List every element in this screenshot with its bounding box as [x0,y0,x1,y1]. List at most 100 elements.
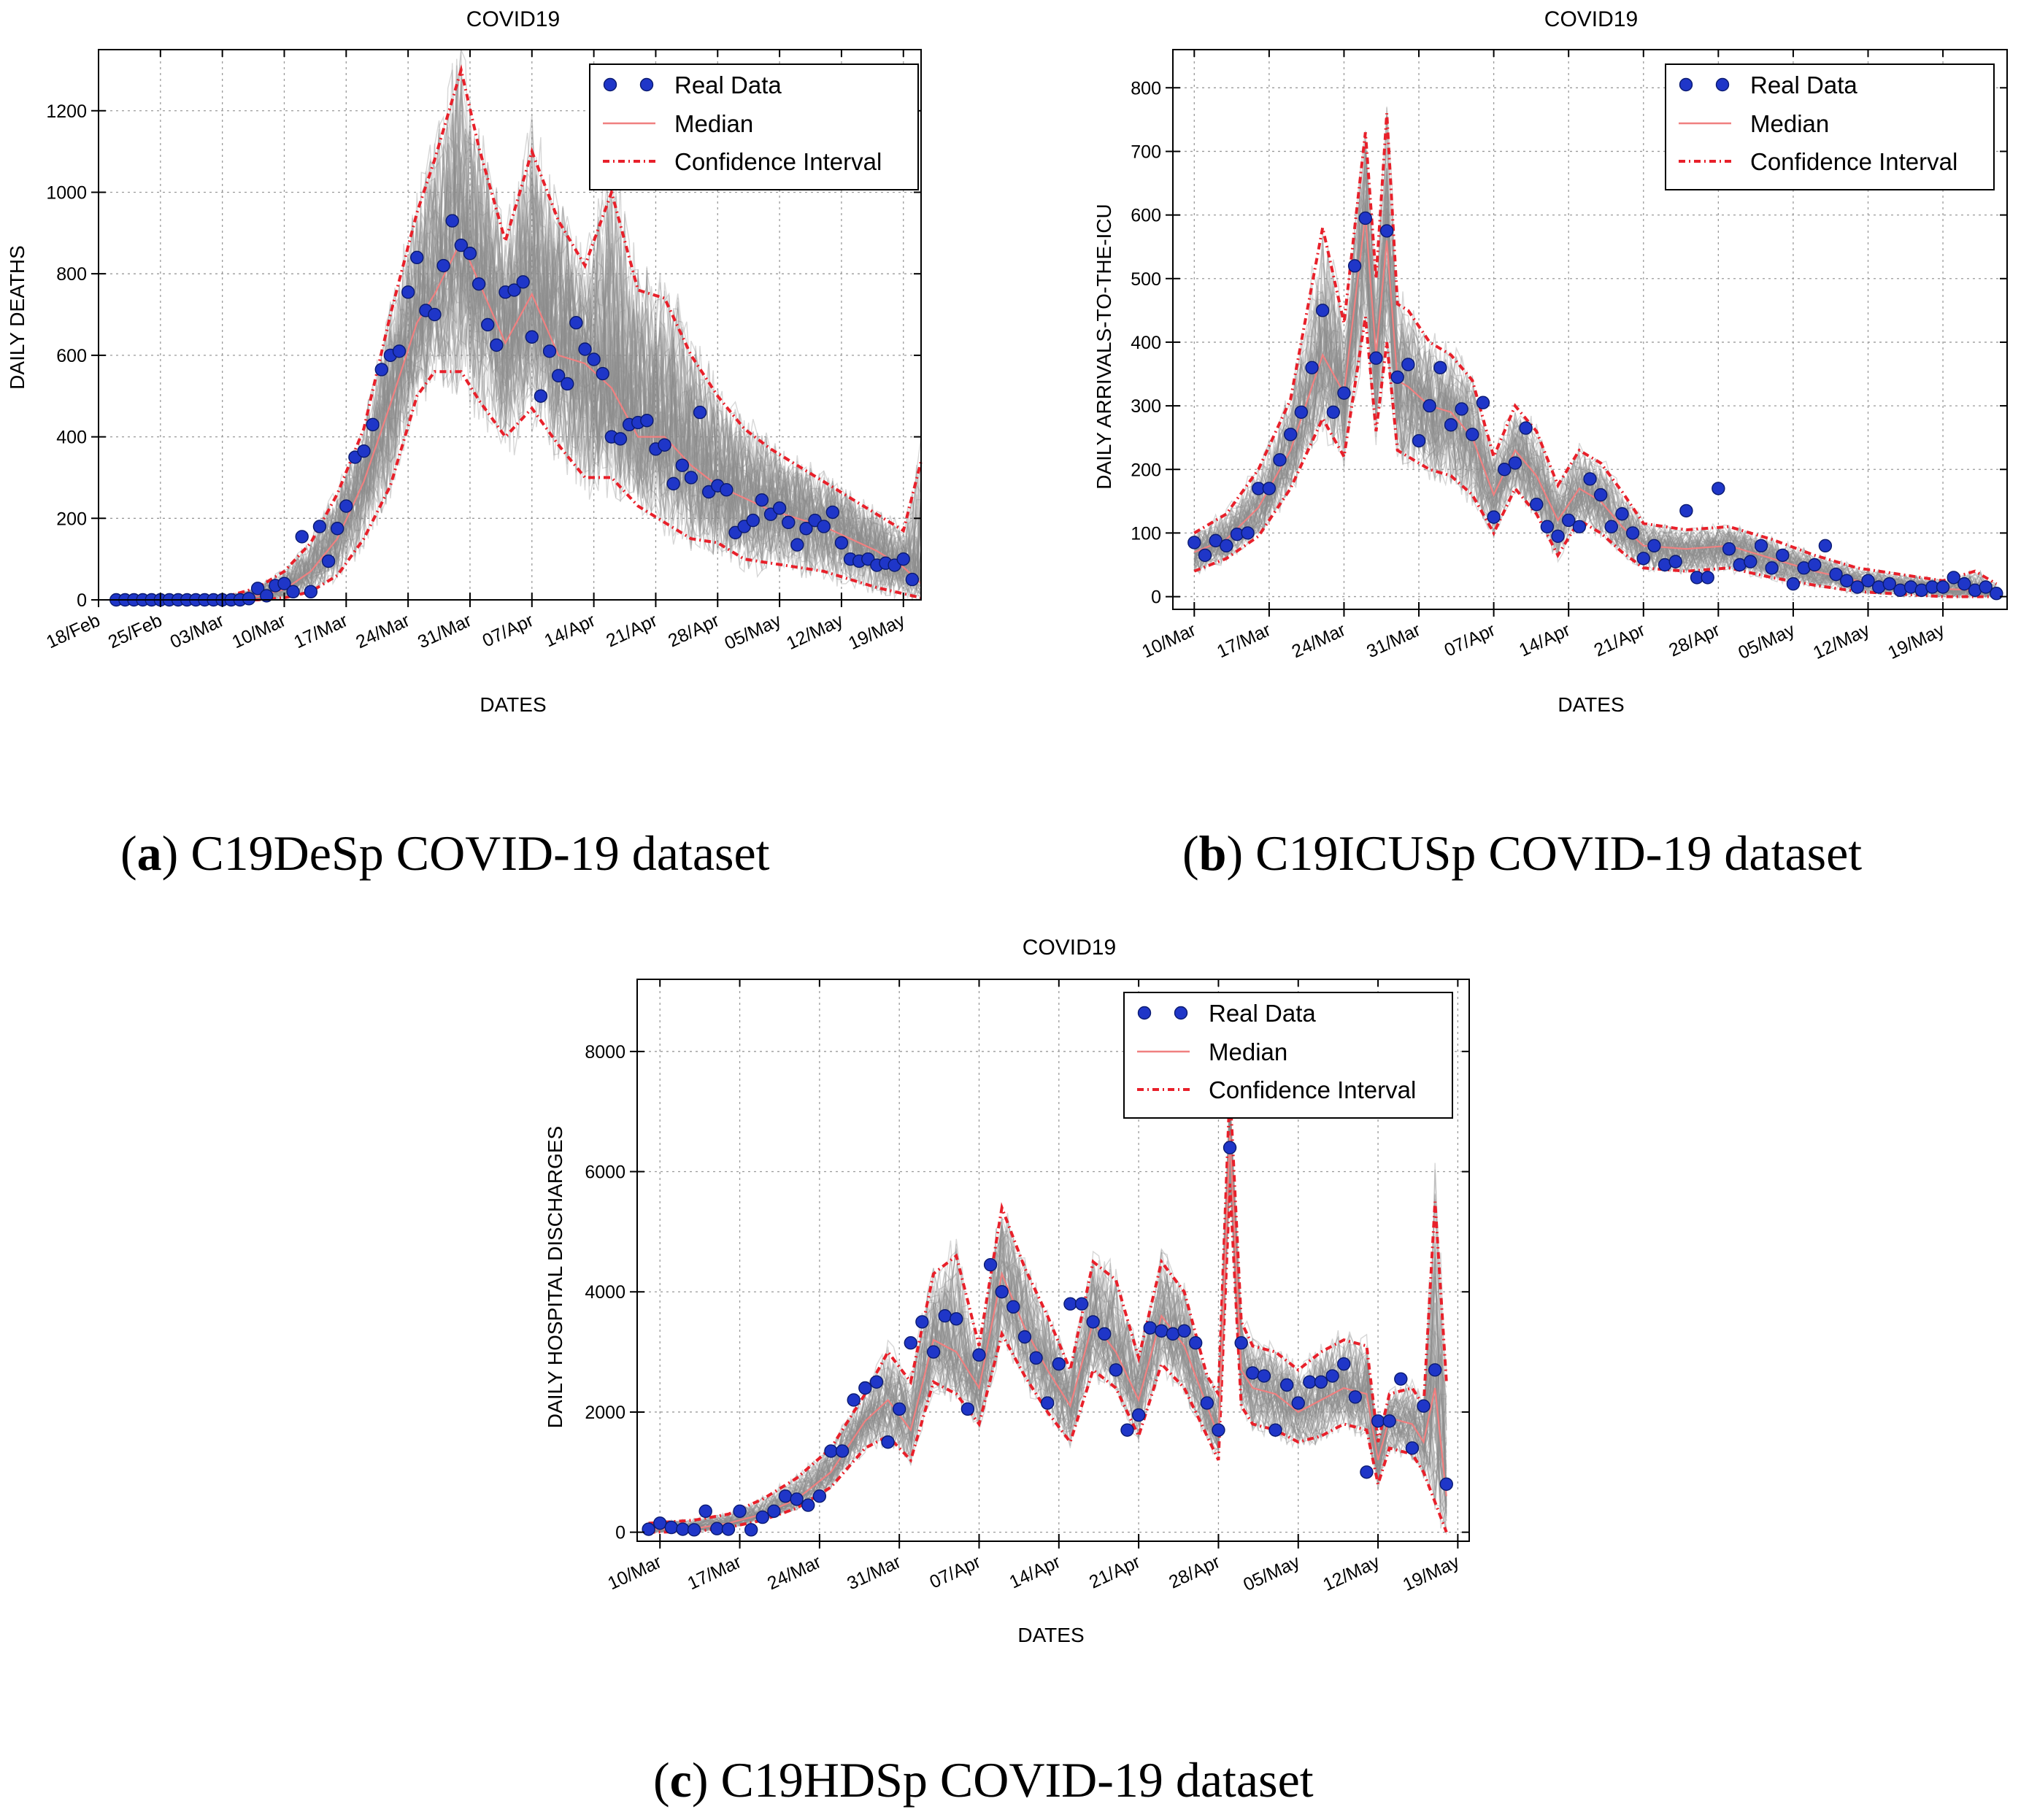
real-data-point-a [428,307,442,322]
y-tick-label-b: 300 [1131,396,1161,417]
real-data-point-c [676,1522,690,1536]
real-data-point-b [1283,428,1298,441]
real-data-point-c [1200,1396,1214,1410]
real-data-point-b [1850,580,1865,594]
real-data-point-b [1765,561,1779,575]
real-data-point-a [640,414,654,428]
real-data-point-b [1829,567,1843,582]
plot-frame-c [636,979,1470,1542]
simulation-trajectory-c [648,1117,1447,1530]
y-tick-label-c: 0 [615,1523,625,1543]
real-data-point-c [1382,1414,1396,1428]
real-data-point-a [666,477,680,491]
real-data-point-c [904,1336,917,1350]
real-data-point-a [507,283,521,297]
caption-c: (c) C19HDSp COVID-19 dataset [653,1752,1314,1808]
real-data-point-b [1818,539,1833,553]
x-tick-label-a: 18/Feb [43,610,103,652]
real-data-point-a [250,582,265,595]
simulation-trajectory-c [648,1122,1447,1531]
real-data-point-a [720,483,734,497]
real-data-point-a [551,369,566,383]
real-data-point-a [471,277,486,291]
real-data-point-c [1212,1423,1225,1437]
real-data-point-a [401,285,415,299]
real-data-point-a [587,352,601,366]
legend-real-data-marker-a [639,77,654,92]
simulation-trajectory-b [1193,207,1997,598]
y-tick-label-c: 6000 [585,1162,625,1183]
real-data-point-b [1379,224,1394,238]
simulation-trajectory-b [1193,150,1997,595]
y-tick-label-b: 700 [1131,142,1161,162]
real-data-point-b [1519,421,1533,435]
chart-panel-c: COVID19 0 2000 4000 6000 8000 10/Mar 17/Mar 24/… [544,936,1470,1646]
x-tick-label-a: 21/Apr [603,610,661,652]
real-data-point-a [817,520,831,533]
real-data-point-a [569,316,583,330]
real-data-point-c [1120,1423,1134,1437]
x-tick-label-a: 07/Apr [480,610,537,652]
plot-frame-a [98,49,922,601]
simulation-trajectory-b [1193,220,1997,598]
real-data-point-c [858,1381,872,1395]
y-tick-label-a: 1200 [46,101,87,122]
real-data-point-b [1358,211,1372,225]
x-tick-label-b: 19/May [1884,620,1948,663]
real-data-point-c [710,1522,724,1535]
real-data-point-b [1498,463,1512,477]
simulation-trajectory-c [648,1160,1447,1533]
real-data-point-c [1428,1363,1442,1377]
real-data-point-b [1882,577,1897,591]
real-data-point-a [366,417,380,432]
y-tick-label-c: 2000 [585,1403,625,1423]
real-data-point-a [463,247,477,261]
simulation-trajectory-c [648,1122,1447,1530]
real-data-point-b [1636,552,1650,566]
confidence-upper-line-c [648,1087,1448,1525]
real-data-point-c [1131,1408,1146,1422]
y-tick-label-b: 600 [1131,206,1161,226]
real-data-point-a [596,366,609,381]
x-tick-label-c: 12/May [1320,1551,1383,1595]
simulation-trajectory-a [116,144,922,601]
x-tick-label-b: 24/Mar [1289,620,1349,662]
real-data-point-b [1347,259,1362,273]
chart-panel-a: COVID19 0 200 400 600 800 1000 1200 18/Feb 25/Fe… [6,7,923,716]
real-data-point-a [490,338,504,352]
x-axis-label-a: DATES [480,693,546,716]
real-data-point-a [277,577,291,590]
real-data-point-b [1198,548,1212,563]
real-data-point-b [1572,520,1587,533]
real-data-point-c [1177,1324,1191,1338]
real-data-point-c [1017,1330,1032,1344]
real-data-point-c [642,1522,655,1536]
legend-real-data-marker-a [603,77,617,92]
real-data-point-c [1360,1465,1374,1479]
x-tick-label-b: 05/May [1735,620,1798,663]
y-tick-label-a: 400 [56,428,87,448]
confidence-lower-line-a [116,370,922,601]
real-data-point-b [1540,520,1555,533]
x-axis-label-c: DATES [1017,1624,1084,1646]
real-data-point-b [1957,577,1971,591]
real-data-point-b [1839,574,1854,587]
real-data-point-c [1303,1375,1317,1389]
y-tick-label-a: 800 [56,264,87,285]
real-data-point-b [1990,587,2003,601]
simulation-trajectory-c [648,1166,1447,1532]
simulation-trajectory-c [648,1087,1447,1531]
real-data-point-c [767,1504,781,1519]
real-data-point-a [534,389,548,403]
real-data-point-b [1701,571,1714,585]
real-data-point-b [1369,351,1383,365]
legend-label-c: Confidence Interval [1209,1076,1416,1103]
real-data-point-a [578,342,592,356]
x-tick-label-a: 28/Apr [665,610,723,652]
simulation-trajectory-c [648,1123,1447,1533]
real-data-point-a [286,585,300,599]
chart-title-b: COVID19 [1544,7,1638,31]
real-data-point-b [1561,513,1576,528]
real-data-point-b [1936,580,1950,594]
